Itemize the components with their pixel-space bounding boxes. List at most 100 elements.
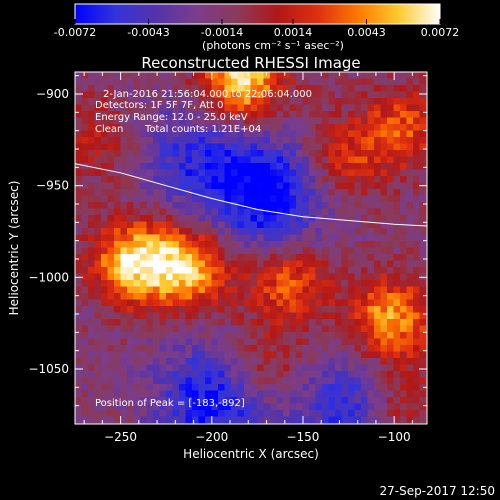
heatmap-cell xyxy=(88,306,96,314)
heatmap-cell xyxy=(263,228,271,236)
heatmap-cell xyxy=(270,273,278,281)
heatmap-cell xyxy=(211,215,219,223)
heatmap-cell xyxy=(393,182,401,190)
heatmap-cell xyxy=(218,325,226,333)
heatmap-cell xyxy=(120,390,128,398)
heatmap-cell xyxy=(263,273,271,281)
heatmap-cell xyxy=(309,169,317,177)
y-axis-ticks: −900−950−1000−1050 xyxy=(28,75,427,425)
heatmap-cell xyxy=(406,371,414,379)
heatmap-cell xyxy=(81,143,89,151)
heatmap-cell xyxy=(211,104,219,112)
heatmap-cell xyxy=(231,228,239,236)
heatmap-cell xyxy=(328,163,336,171)
heatmap-cell xyxy=(315,358,323,366)
heatmap-cell xyxy=(393,234,401,242)
heatmap-cell xyxy=(322,228,330,236)
heatmap-cell xyxy=(237,416,245,424)
heatmap-cell xyxy=(361,202,369,210)
heatmap-cell xyxy=(179,189,187,197)
heatmap-cell xyxy=(120,72,128,80)
heatmap-cell xyxy=(283,260,291,268)
heatmap-cell xyxy=(250,254,258,262)
heatmap-cell xyxy=(400,124,408,132)
heatmap-cell xyxy=(302,358,310,366)
heatmap-cell xyxy=(335,228,343,236)
heatmap-cell xyxy=(88,332,96,340)
heatmap-cell xyxy=(114,377,122,385)
heatmap-cell xyxy=(107,228,115,236)
heatmap-cell xyxy=(94,312,102,320)
heatmap-cell xyxy=(250,111,258,119)
heatmap-cell xyxy=(361,78,369,86)
heatmap-cell xyxy=(406,403,414,411)
heatmap-cell xyxy=(192,247,200,255)
heatmap-cell xyxy=(205,195,213,203)
heatmap-cell xyxy=(81,241,89,249)
heatmap-cell xyxy=(146,306,154,314)
heatmap-cell xyxy=(374,293,382,301)
heatmap-cell xyxy=(146,384,154,392)
heatmap-cell xyxy=(250,215,258,223)
heatmap-cell xyxy=(153,306,161,314)
heatmap-cell xyxy=(276,176,284,184)
heatmap-cell xyxy=(263,72,271,80)
heatmap-cell xyxy=(244,397,252,405)
heatmap-cell xyxy=(263,163,271,171)
heatmap-cell xyxy=(315,299,323,307)
heatmap-cell xyxy=(380,130,388,138)
heatmap-cell xyxy=(244,299,252,307)
heatmap-cell xyxy=(354,156,362,164)
heatmap-cell xyxy=(354,78,362,86)
heatmap-cell xyxy=(179,215,187,223)
heatmap-cell xyxy=(172,345,180,353)
heatmap-cell xyxy=(387,254,395,262)
heatmap-cell xyxy=(406,319,414,327)
heatmap-cell xyxy=(250,130,258,138)
heatmap-cell xyxy=(322,241,330,249)
heatmap-cell xyxy=(114,176,122,184)
heatmap-cell xyxy=(387,267,395,275)
heatmap-cell xyxy=(270,358,278,366)
heatmap-cell xyxy=(75,208,83,216)
heatmap-cell xyxy=(179,345,187,353)
heatmap-cell xyxy=(179,338,187,346)
heatmap-cell xyxy=(354,150,362,158)
heatmap-cell xyxy=(211,98,219,106)
heatmap-cell xyxy=(81,416,89,424)
heatmap-cell xyxy=(88,137,96,145)
heatmap-cell xyxy=(185,156,193,164)
heatmap-cell xyxy=(101,241,109,249)
heatmap-cell xyxy=(348,195,356,203)
heatmap-cell xyxy=(380,189,388,197)
heatmap-cell xyxy=(231,189,239,197)
heatmap-cell xyxy=(237,377,245,385)
heatmap-cell xyxy=(133,351,141,359)
heatmap-cell xyxy=(276,202,284,210)
heatmap-cell xyxy=(114,416,122,424)
heatmap-cell xyxy=(192,124,200,132)
heatmap-cell xyxy=(114,72,122,80)
heatmap-cell xyxy=(380,325,388,333)
heatmap-cell xyxy=(283,390,291,398)
heatmap-cell xyxy=(354,104,362,112)
heatmap-cell xyxy=(205,254,213,262)
heatmap-cell xyxy=(367,195,375,203)
heatmap-cell xyxy=(185,117,193,125)
heatmap-cell xyxy=(107,182,115,190)
heatmap-cell xyxy=(192,319,200,327)
heatmap-cell xyxy=(289,124,297,132)
heatmap-cell xyxy=(146,364,154,372)
heatmap-cell xyxy=(276,260,284,268)
heatmap-cell xyxy=(419,306,427,314)
heatmap-cell xyxy=(140,156,148,164)
heatmap-cell xyxy=(413,319,421,327)
heatmap-cell xyxy=(380,293,388,301)
heatmap-cell xyxy=(296,403,304,411)
heatmap-cell xyxy=(153,260,161,268)
heatmap-cell xyxy=(94,325,102,333)
heatmap-cell xyxy=(192,338,200,346)
heatmap-cell xyxy=(250,72,258,80)
heatmap-cell xyxy=(348,364,356,372)
heatmap-cell xyxy=(81,195,89,203)
